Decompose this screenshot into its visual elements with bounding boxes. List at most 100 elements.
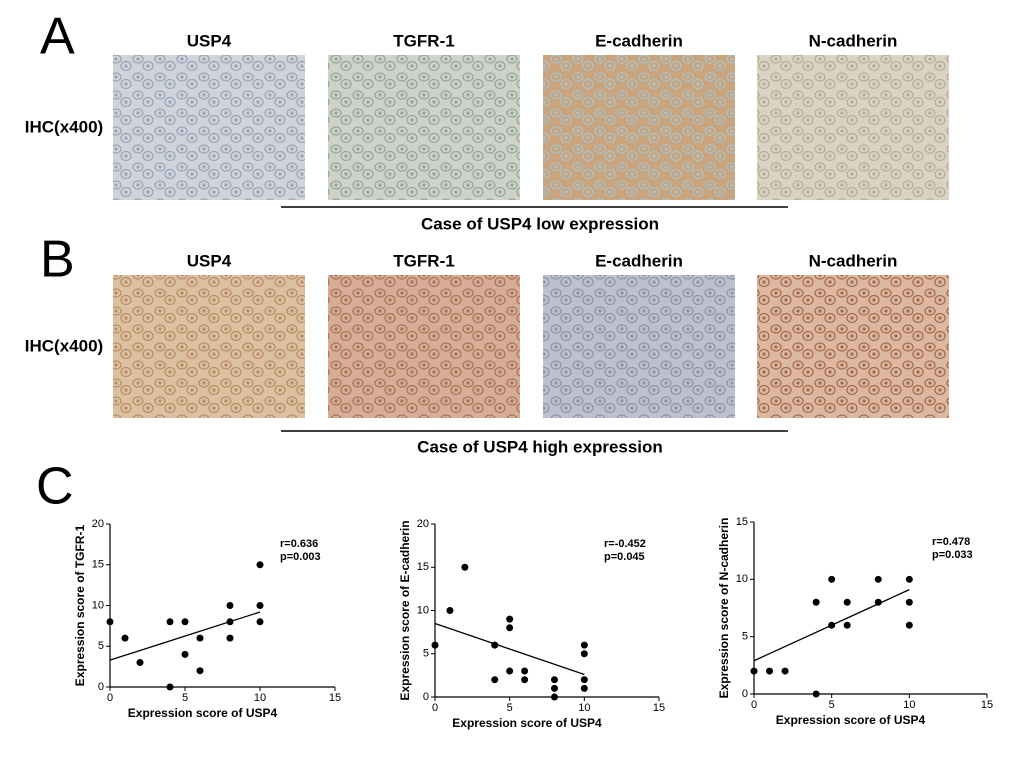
ihc-image (328, 275, 520, 418)
x-tick-label: 15 (981, 699, 993, 711)
point (506, 667, 514, 675)
y-tick-label: 5 (423, 648, 429, 660)
caption: Case of USP4 low expression (421, 214, 659, 233)
point (181, 618, 189, 626)
y-tick-label: 0 (742, 688, 748, 700)
point (506, 615, 514, 623)
point (491, 641, 499, 649)
annotation: p=0.003 (280, 551, 321, 563)
y-tick-label: 10 (736, 573, 748, 585)
x-axis-label: Expression score of USP4 (128, 706, 278, 720)
panel-label: C (36, 458, 74, 516)
ihc-image (757, 55, 949, 200)
point (256, 618, 264, 626)
point (766, 667, 774, 675)
point (181, 650, 189, 658)
y-tick-label: 20 (417, 518, 429, 530)
annotation: r=0.478 (932, 536, 970, 548)
point (461, 563, 469, 571)
annotation: p=0.033 (932, 549, 973, 561)
point (550, 684, 558, 692)
point (905, 621, 913, 629)
y-axis-label: Expression score of TGFR-1 (73, 524, 87, 686)
x-tick-label: 10 (578, 702, 590, 714)
caption: Case of USP4 high expression (417, 437, 663, 456)
x-axis-label: Expression score of USP4 (452, 716, 602, 730)
point (874, 598, 882, 606)
y-tick-label: 5 (98, 640, 104, 652)
point (580, 684, 588, 692)
point (166, 618, 174, 626)
column-header: E-cadherin (595, 31, 683, 50)
point (550, 693, 558, 701)
trend-line (109, 611, 261, 661)
y-tick-label: 0 (98, 681, 104, 693)
annotation: r=0.636 (280, 538, 318, 550)
point (521, 667, 529, 675)
point (750, 667, 758, 675)
point (812, 598, 820, 606)
y-tick-label: 0 (423, 691, 429, 703)
column-header: E-cadherin (595, 251, 683, 270)
y-tick-label: 10 (92, 599, 104, 611)
row-label: IHC(x400) (25, 336, 103, 355)
column-header: N-cadherin (809, 31, 898, 50)
point (580, 641, 588, 649)
panel-label: B (40, 231, 75, 289)
column-header: USP4 (187, 31, 232, 50)
point (136, 659, 144, 667)
y-tick-label: 10 (417, 604, 429, 616)
point (196, 667, 204, 675)
point (843, 598, 851, 606)
x-tick-label: 0 (107, 692, 113, 704)
y-tick-label: 15 (736, 516, 748, 528)
ihc-image (543, 275, 735, 418)
point (905, 598, 913, 606)
x-tick-label: 15 (653, 702, 665, 714)
point (121, 634, 129, 642)
point (226, 602, 234, 609)
panel-label: A (40, 8, 75, 66)
point (781, 667, 789, 675)
point (226, 618, 234, 626)
y-tick-label: 15 (417, 561, 429, 573)
x-tick-label: 0 (432, 702, 438, 714)
point (166, 683, 174, 691)
point (256, 602, 264, 609)
point (828, 575, 836, 583)
ihc-image (543, 55, 735, 200)
column-header: TGFR-1 (393, 251, 454, 270)
x-tick-label: 5 (507, 702, 513, 714)
point (256, 561, 264, 569)
point (521, 676, 529, 684)
point (828, 621, 836, 629)
y-tick-label: 15 (92, 559, 104, 571)
point (843, 621, 851, 629)
ihc-image (757, 275, 949, 418)
point (580, 676, 588, 684)
point (106, 618, 114, 626)
trend-line (434, 622, 585, 676)
point (580, 650, 588, 658)
x-tick-label: 5 (829, 699, 835, 711)
annotation: r=-0.452 (604, 538, 646, 550)
row-label: IHC(x400) (25, 117, 103, 136)
x-tick-label: 5 (182, 692, 188, 704)
point (905, 575, 913, 583)
ihc-image (113, 275, 305, 418)
column-header: TGFR-1 (393, 31, 454, 50)
point (874, 575, 882, 583)
x-tick-label: 0 (751, 699, 757, 711)
point (446, 607, 454, 614)
column-header: USP4 (187, 251, 232, 270)
annotation: p=0.045 (604, 551, 645, 563)
x-axis-label: Expression score of USP4 (776, 713, 926, 727)
point (491, 676, 499, 684)
ihc-image (328, 55, 520, 200)
point (506, 624, 514, 632)
point (550, 676, 558, 684)
point (196, 634, 204, 642)
point (226, 634, 234, 642)
x-tick-label: 10 (254, 692, 266, 704)
